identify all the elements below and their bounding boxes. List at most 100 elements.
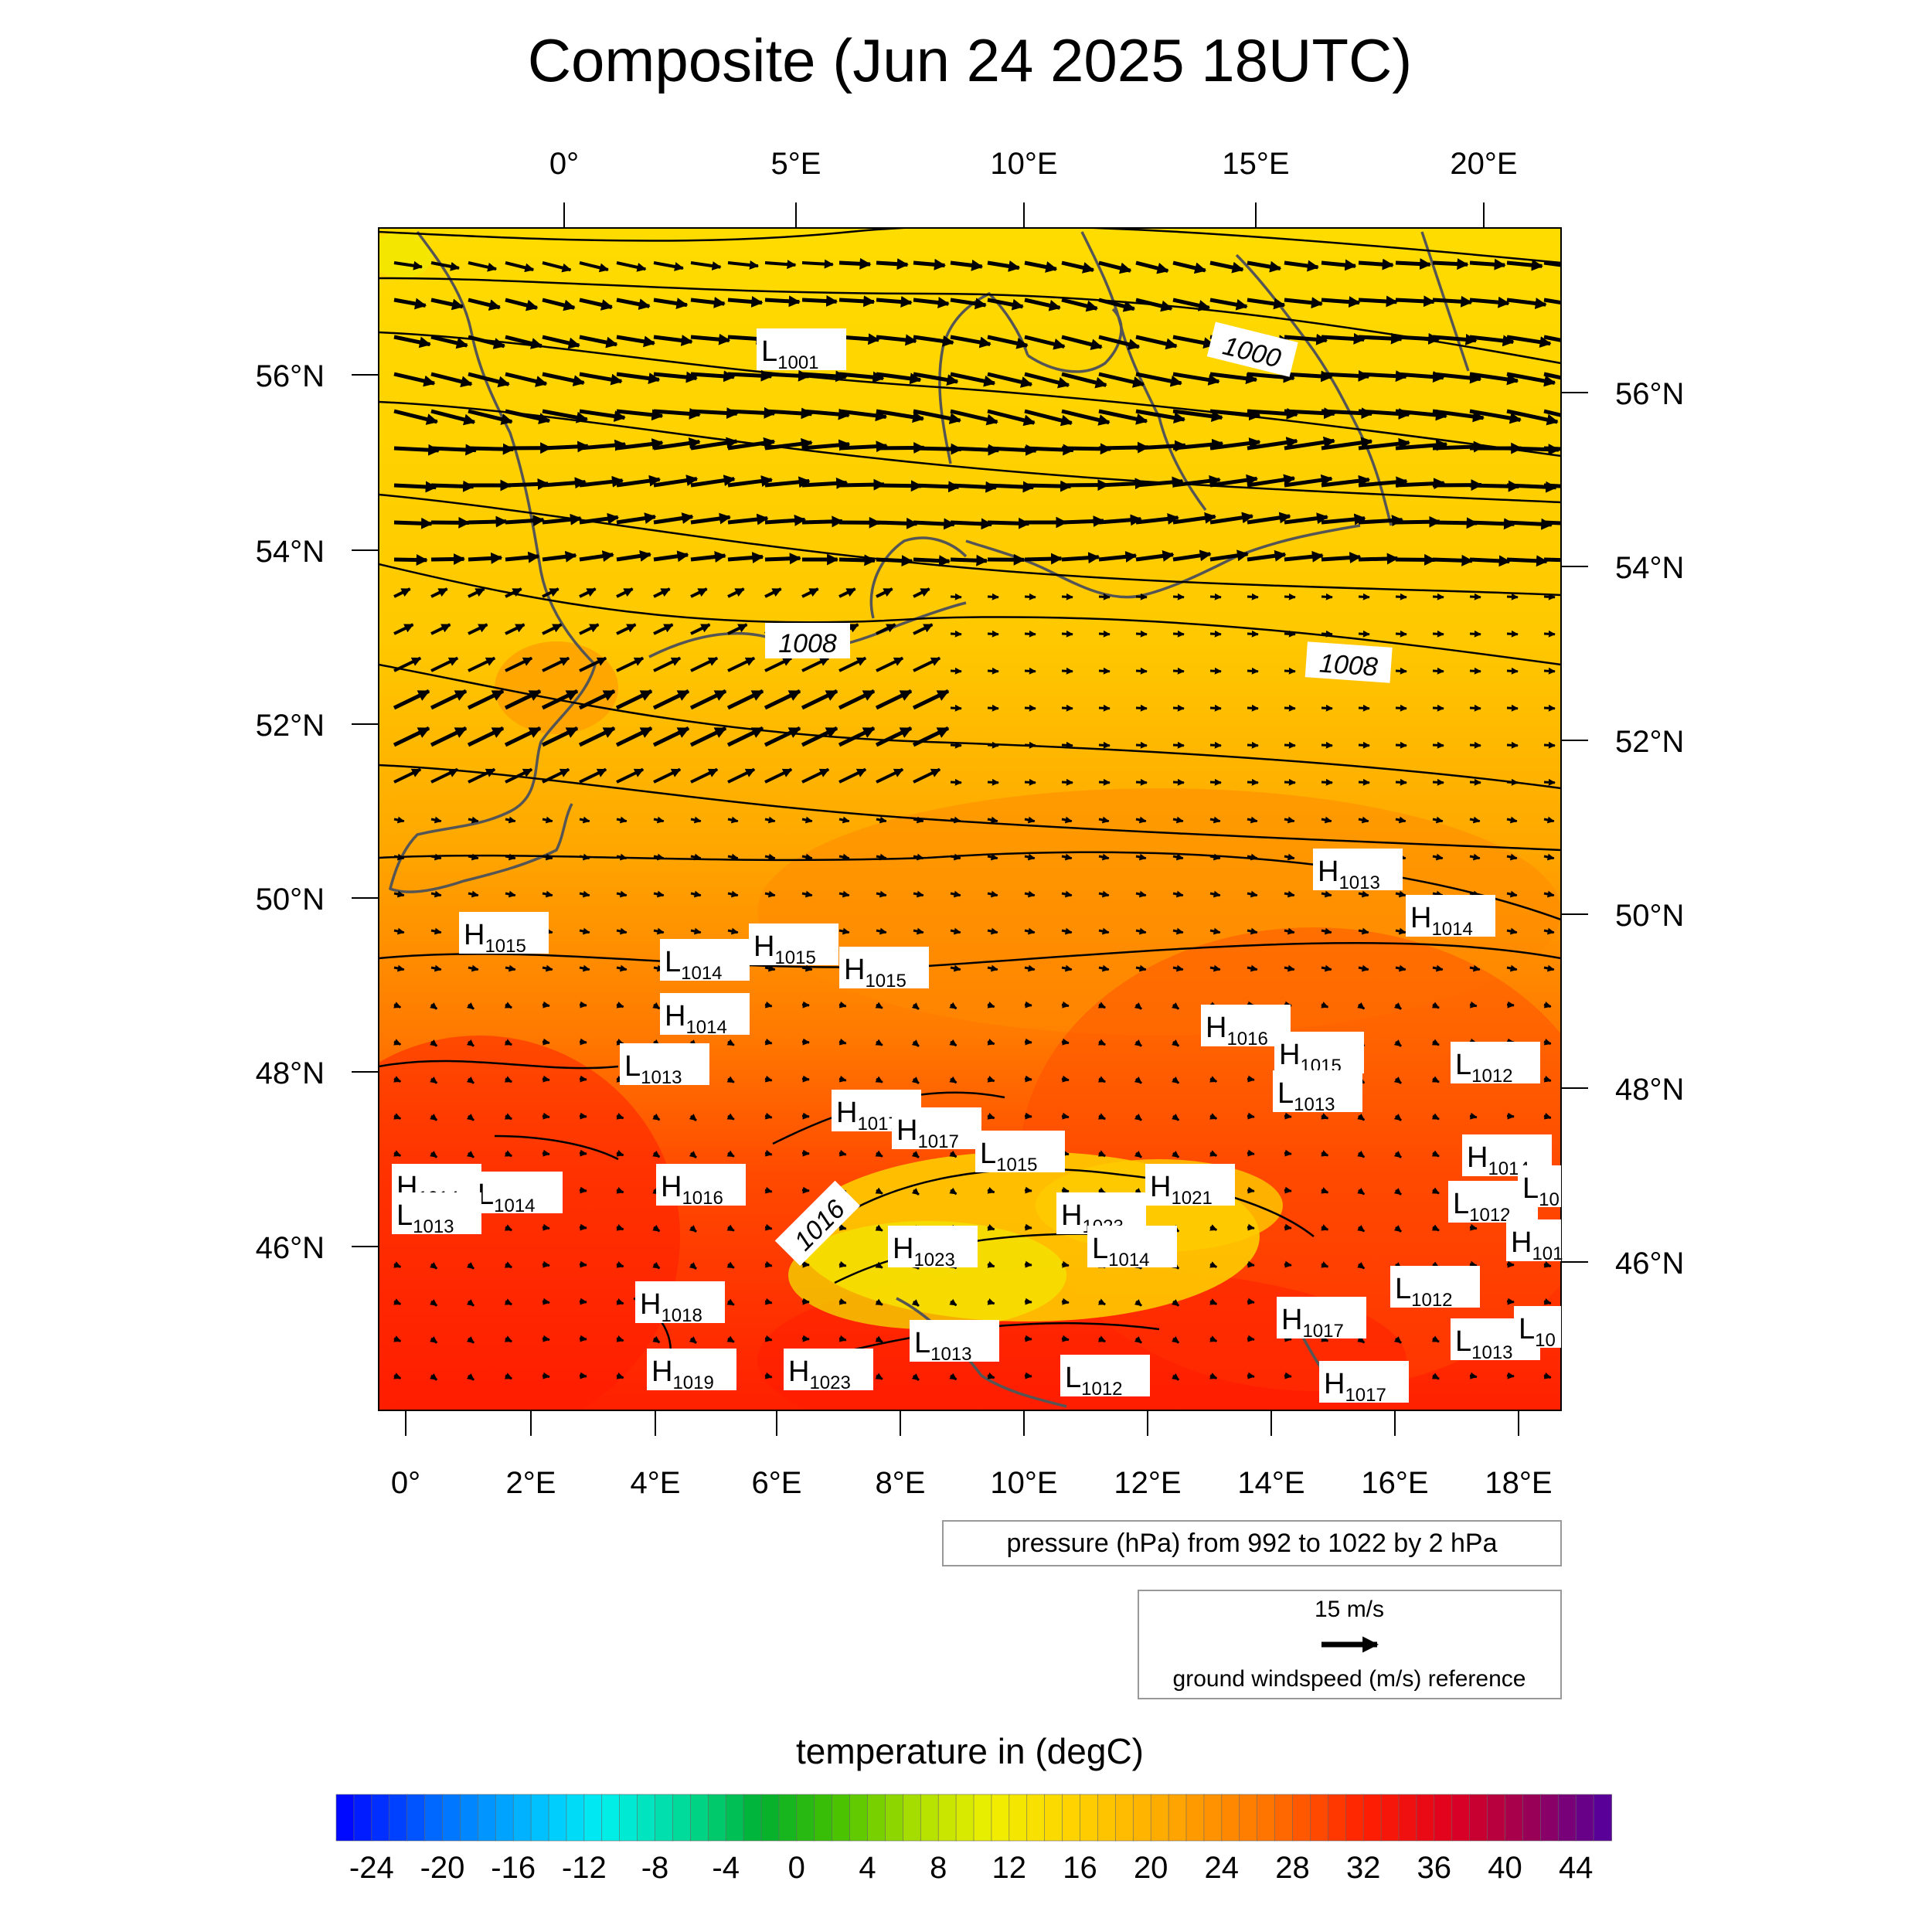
wind-arrow [690,551,726,563]
wind-arrow [542,623,563,635]
wind-arrow [579,439,627,451]
wind-arrow [616,335,656,348]
wind-arrow [1098,890,1110,898]
colorbar-swatch [1132,1794,1152,1842]
colorbar-swatch [1221,1794,1240,1842]
wind-arrow [876,853,887,861]
wind-arrow [1432,853,1444,861]
wind-arrow [801,370,848,383]
wind-arrow [801,853,813,861]
wind-arrow [801,1298,810,1305]
wind-arrow [1284,964,1295,972]
wind-arrow [1321,964,1332,972]
wind-arrow [1061,816,1073,824]
wind-arrow [430,927,442,935]
wind-arrow [950,927,961,935]
wind-arrow [652,1113,661,1121]
wind-arrow [1209,667,1222,675]
wind-arrow [913,927,924,935]
wind-arrow [1135,964,1147,972]
wind-arrow [505,298,539,311]
wind-arrow [1321,890,1332,898]
wind-arrow [1284,407,1336,420]
plot-frame [378,227,1562,1411]
wind-arrow [1543,1075,1552,1083]
wind-arrow [913,890,924,898]
wind-arrow [616,964,628,972]
wind-arrow [468,656,496,672]
colorbar-tick-labels: -24 -20 -16 -12 -8 -4 0 4 8 12 16 20 24 28 32 36 40 44 [349,1851,1594,1885]
wind-arrow [987,890,998,898]
wind-arrow [1506,704,1519,712]
wind-arrow [1357,1187,1366,1196]
wind-arrow [876,587,893,598]
pressure-centers: L1001 H1015 L1014 H1015 H1015 H1014 L1013 H1013… [392,328,1563,1406]
wind-arrow [393,890,405,898]
left-lat-label: 56°N [256,359,325,393]
map-title: Composite (Jun 24 2025 18UTC) [528,26,1413,94]
high-pressure-center: H1021 [1145,1164,1235,1209]
wind-arrow [579,890,590,898]
wind-arrow [726,1113,735,1121]
wind-arrow [1395,741,1407,749]
wind-arrow [579,1223,587,1231]
wind-arrow [1543,260,1561,267]
colorbar-swatch [1257,1794,1276,1842]
wind-arrow [1209,1113,1218,1120]
wind-arrow [950,704,962,712]
wind-arrow [652,1002,661,1010]
low-pressure-center: L1014 [473,1172,563,1216]
wind-arrow [876,555,913,567]
wind-arrow [542,1335,550,1342]
wind-arrow [430,853,442,861]
wind-arrow [838,1038,847,1046]
wind-arrow [726,1298,735,1306]
wind-arrow [542,1260,550,1268]
wind-arrow [616,409,664,421]
wind-arrow [1284,890,1295,898]
svg-text:H1016: H1016 [1206,1012,1268,1049]
low-pressure-center: L1013 [392,1192,481,1237]
wind-arrow [1506,372,1556,387]
wind-arrow [987,1039,995,1046]
wind-arrow [764,1223,773,1231]
wind-arrow [949,1150,957,1158]
wind-arrow [653,550,689,563]
wind-arrow [653,656,682,672]
wind-arrow [1284,1335,1292,1342]
wind-arrow [911,1077,920,1084]
wind-arrow [801,1335,810,1342]
wind-arrow [1506,927,1518,935]
wind-arrow [875,1224,883,1232]
wind-arrow [1395,890,1406,898]
colorbar-swatch [707,1794,727,1842]
wind-arrow [653,927,665,935]
wind-arrow [913,587,930,598]
wind-arrow [1098,335,1141,350]
wind-arrow [764,726,801,747]
wind-arrow [430,516,471,529]
colorbar-tick-label: 40 [1488,1851,1522,1885]
wind-arrow [949,1076,957,1084]
wind-arrow [468,261,498,272]
wind-arrow [1061,1112,1070,1120]
wind-arrow [1061,260,1095,274]
colorbar-swatch [512,1794,532,1842]
wind-arrow [1395,439,1448,451]
wind-arrow [393,517,433,529]
wind-arrow [1172,853,1184,861]
wind-arrow [505,890,516,898]
wind-arrow [1321,1002,1329,1009]
wind-arrow [987,409,1036,427]
wind-arrow [1209,260,1244,274]
wind-arrow [801,1038,810,1046]
wind-arrow [468,552,503,564]
colorbar-swatch [1434,1794,1453,1842]
wind-arrow [764,1298,773,1305]
wind-arrow [1135,741,1148,749]
wind-arrow [616,1298,624,1305]
wind-arrow [801,1149,810,1157]
wind-arrow [542,656,570,672]
wind-arrow [1135,704,1148,712]
wind-arrow [913,656,941,672]
